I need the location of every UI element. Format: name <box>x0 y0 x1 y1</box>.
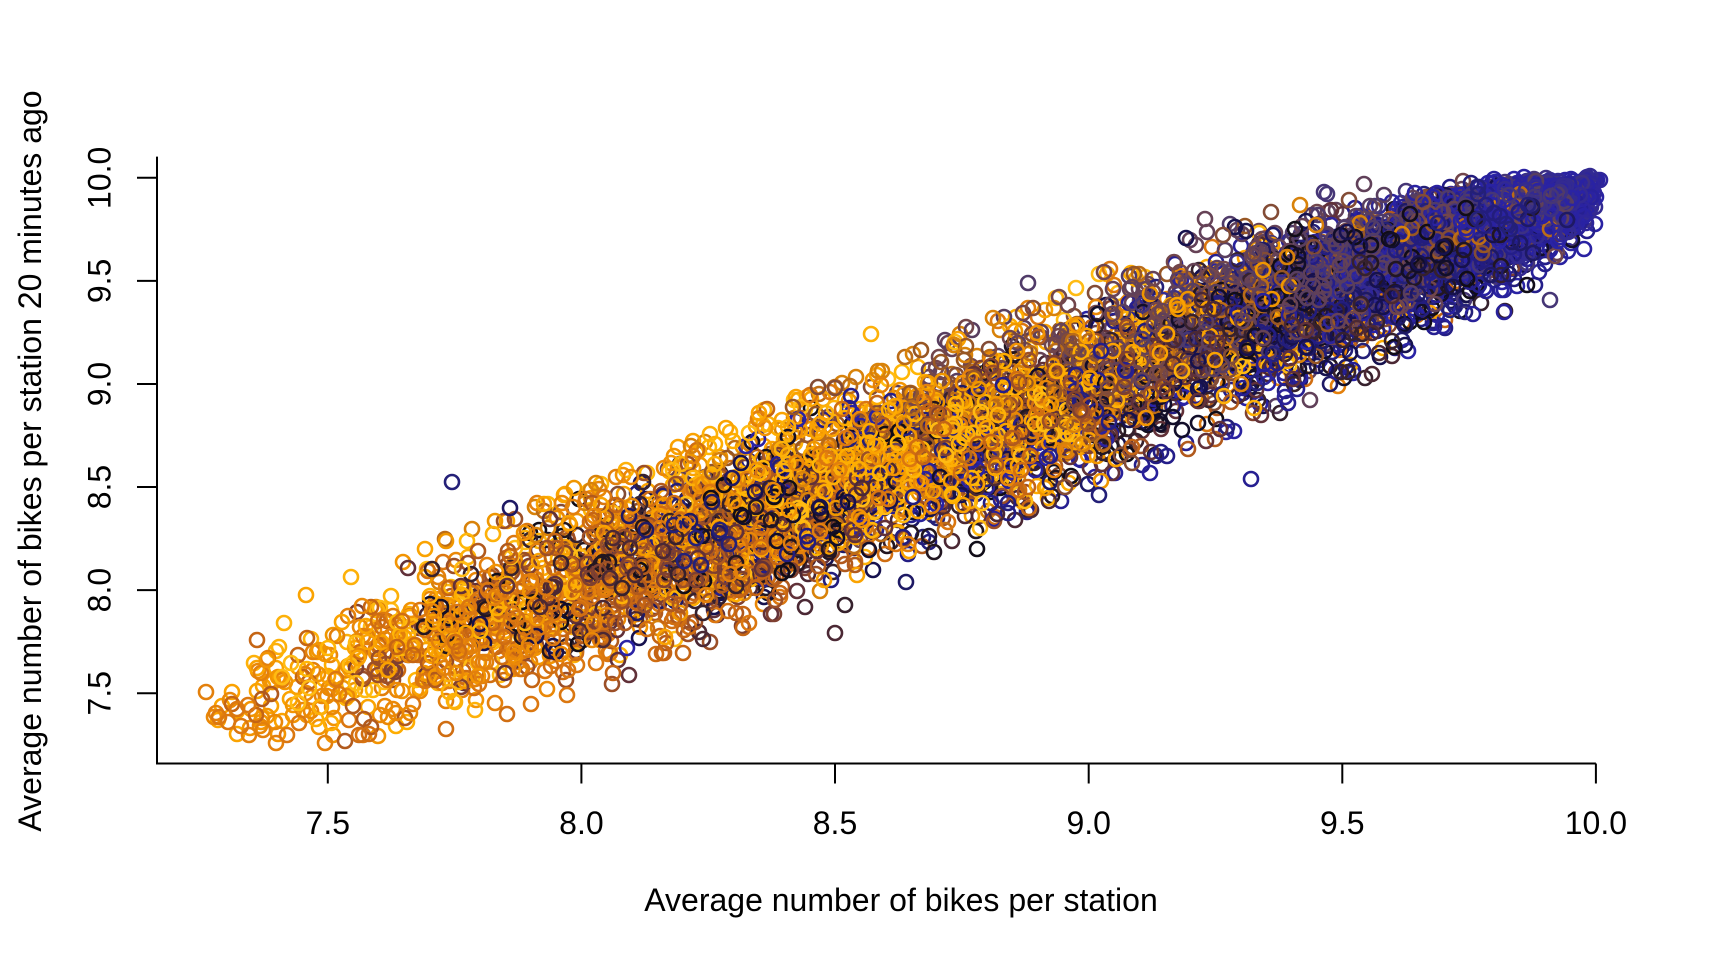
svg-text:9.0: 9.0 <box>82 362 118 406</box>
svg-text:8.0: 8.0 <box>559 805 603 841</box>
svg-text:8.5: 8.5 <box>813 805 857 841</box>
svg-text:8.0: 8.0 <box>82 568 118 612</box>
svg-text:Average number of bikes per st: Average number of bikes per station 20 m… <box>12 90 48 831</box>
svg-text:7.5: 7.5 <box>306 805 350 841</box>
svg-text:8.5: 8.5 <box>82 465 118 509</box>
svg-text:Average number of bikes per st: Average number of bikes per station <box>644 882 1157 918</box>
svg-text:10.0: 10.0 <box>82 147 118 209</box>
svg-text:9.0: 9.0 <box>1066 805 1110 841</box>
svg-text:9.5: 9.5 <box>82 259 118 303</box>
svg-text:7.5: 7.5 <box>82 671 118 715</box>
svg-text:10.0: 10.0 <box>1565 805 1627 841</box>
svg-text:9.5: 9.5 <box>1320 805 1364 841</box>
